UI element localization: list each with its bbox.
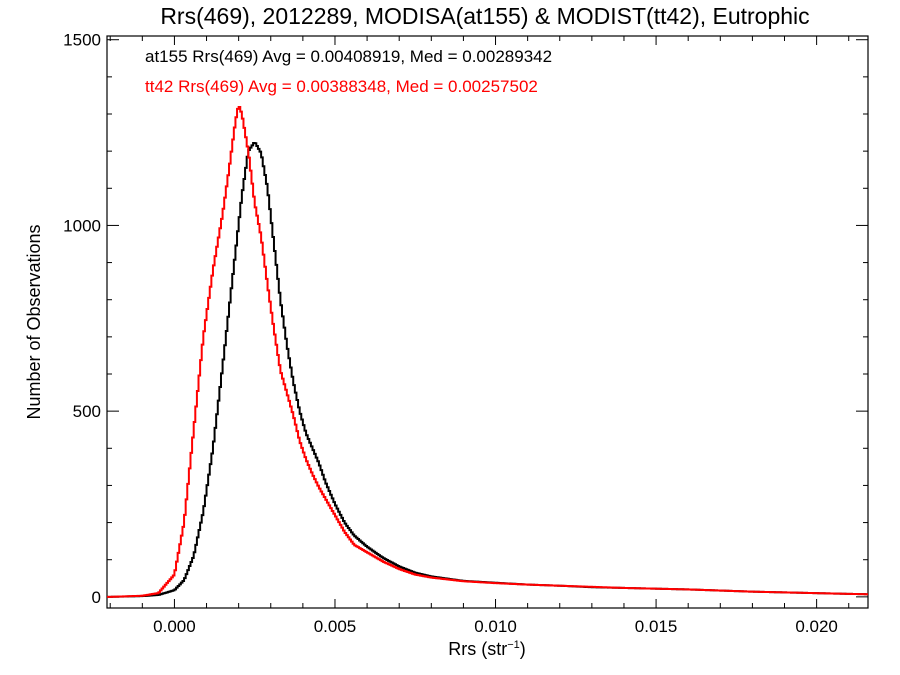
x-tick-label: 0.000 <box>153 617 196 636</box>
y-tick-label: 500 <box>73 402 101 421</box>
y-tick-labels: 0 500 1000 1500 <box>63 31 101 607</box>
annotation-at155: at155 Rrs(469) Avg = 0.00408919, Med = 0… <box>145 47 552 66</box>
x-tick-label: 0.015 <box>635 617 678 636</box>
chart-title: Rrs(469), 2012289, MODISA(at155) & MODIS… <box>160 3 809 29</box>
annotation-tt42: tt42 Rrs(469) Avg = 0.00388348, Med = 0.… <box>145 77 538 96</box>
series-at155-line <box>107 142 868 598</box>
x-tick-label: 0.020 <box>795 617 838 636</box>
y-tick-label: 1000 <box>63 216 101 235</box>
x-axis-label-sup: −1 <box>507 639 520 651</box>
series-layer <box>107 106 868 598</box>
y-axis-label: Number of Observations <box>24 224 44 419</box>
series-tt42-line <box>107 106 868 598</box>
plot-frame <box>106 35 869 609</box>
x-axis-label: Rrs (str−1) <box>448 639 526 659</box>
x-axis-label-close: ) <box>520 639 526 659</box>
x-tick-label: 0.005 <box>314 617 357 636</box>
y-tick-label: 0 <box>92 588 101 607</box>
x-axis-label-main: Rrs (str <box>448 639 507 659</box>
y-tick-label: 1500 <box>63 31 101 50</box>
axis-ticks <box>107 36 868 608</box>
x-tick-labels: 0.000 0.005 0.010 0.015 0.020 <box>153 617 838 636</box>
x-tick-label: 0.010 <box>474 617 517 636</box>
